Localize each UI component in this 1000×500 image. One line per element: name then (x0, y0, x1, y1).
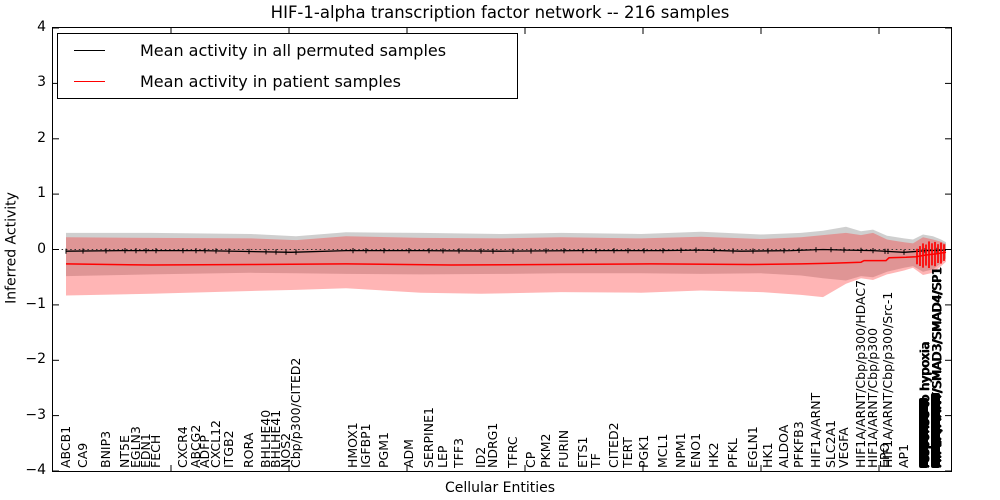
x-entity-label: MCL1 (655, 433, 670, 468)
y-tick-label: −1 (25, 295, 46, 312)
x-entity-label: ABCB1 (58, 425, 73, 468)
y-tick-label: 1 (37, 185, 46, 202)
x-entity-label: BNIP3 (98, 430, 113, 468)
y-tick-label: 2 (37, 129, 46, 146)
x-entity-label: SERPINE1 (421, 407, 436, 468)
legend-line-patient-icon (74, 80, 105, 82)
x-entity-label: HIF1A/ARNT/Cbp/p300/Src-1 (880, 291, 895, 468)
y-tick-label: 4 (37, 19, 46, 35)
legend: Mean activity in all permuted samples Me… (57, 33, 518, 99)
overlapped-labels-blob (919, 398, 928, 468)
legend-item-patient: Mean activity in patient samples (58, 68, 517, 95)
x-entity-label: PGK1 (636, 434, 651, 468)
y-tick-label: −2 (25, 351, 46, 368)
x-entity-label: IGFBP1 (358, 423, 373, 468)
x-entity-label: TERT (620, 437, 635, 468)
x-entity-label: PFKL (725, 438, 740, 468)
x-entity-label: CA9 (75, 442, 90, 468)
x-axis-label: Cellular Entities (444, 480, 556, 496)
legend-label-permuted: Mean activity in all permuted samples (140, 41, 447, 61)
y-tick-label: 3 (37, 74, 46, 91)
plot-area (52, 27, 952, 472)
x-entity-label: ITGB2 (221, 430, 236, 468)
x-entity-label: Cbp/p300/CITED2 (288, 357, 303, 468)
y-tick-label: 0 (37, 240, 46, 257)
overlapped-labels-blob (931, 393, 940, 468)
x-entity-label: NPM1 (673, 432, 688, 468)
x-entity-label: NDRG1 (485, 422, 500, 468)
x-entity-label: FECH (148, 434, 163, 468)
x-entity-label: ENO1 (688, 432, 703, 468)
chart-title: HIF-1-alpha transcription factor network… (270, 3, 730, 22)
x-entity-label: EGLN1 (745, 426, 760, 468)
x-entity-label: PGM1 (376, 432, 391, 468)
x-entity-label: CP (523, 451, 538, 468)
x-entity-label: PKM2 (538, 433, 553, 468)
legend-item-permuted: Mean activity in all permuted samples (58, 37, 517, 64)
y-tick-label: −3 (25, 406, 46, 423)
y-tick-label: −4 (25, 462, 46, 478)
legend-label-patient: Mean activity in patient samples (140, 71, 401, 91)
x-entity-label: TFF3 (451, 438, 466, 468)
x-entity-label: LEP (435, 445, 450, 468)
x-entity-label: ADM (401, 439, 416, 468)
x-entity-label: HK1 (760, 442, 775, 468)
x-entity-label: PFKFB3 (791, 421, 806, 468)
x-entity-label: FURIN (556, 429, 571, 468)
x-entity-label: TF (588, 453, 603, 468)
x-entity-label: HK2 (706, 442, 721, 468)
x-entity-label: AP1 (896, 443, 911, 468)
x-entity-label: VEGFA (836, 427, 851, 468)
x-entity-label: ALDOA (776, 424, 791, 468)
legend-line-permuted-icon (74, 50, 105, 52)
x-entity-label: HIF1A/ARNT (808, 392, 823, 468)
x-entity-label: RORA (241, 432, 256, 468)
x-entity-label: TFRC (505, 436, 520, 468)
x-entity-label: CITED2 (606, 422, 621, 468)
chart-canvas (53, 28, 951, 471)
